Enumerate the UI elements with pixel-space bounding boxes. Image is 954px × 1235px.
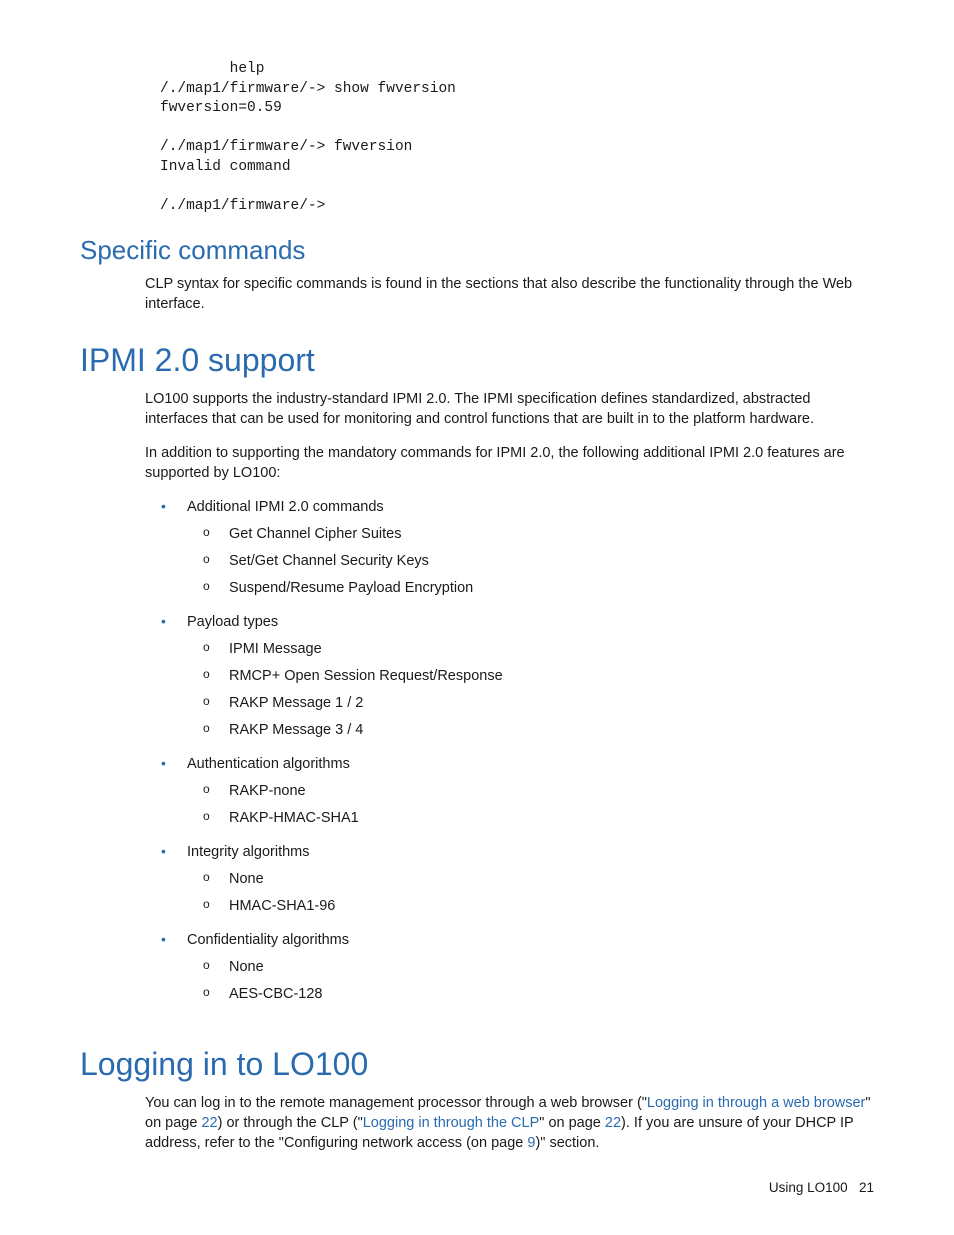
paragraph-ipmi-p2: In addition to supporting the mandatory … (145, 443, 874, 483)
page-footer: Using LO100 21 (769, 1180, 874, 1195)
sub-list: RAKP-noneRAKP-HMAC-SHA1 (187, 781, 874, 835)
footer-page-number: 21 (859, 1180, 874, 1195)
sub-list-item: RAKP Message 3 / 4 (187, 720, 874, 747)
link-page-22a[interactable]: 22 (201, 1115, 217, 1131)
text-run: You can log in to the remote management … (145, 1095, 647, 1111)
footer-section-name: Using LO100 (769, 1180, 848, 1195)
sub-list-item: Set/Get Channel Security Keys (187, 551, 874, 578)
sub-list-item: Get Channel Cipher Suites (187, 524, 874, 551)
link-login-clp[interactable]: Logging in through the CLP (363, 1115, 540, 1131)
sub-list-item: AES-CBC-128 (187, 984, 874, 1011)
paragraph-logging-in: You can log in to the remote management … (145, 1093, 874, 1153)
list-item-label: Confidentiality algorithms (187, 932, 349, 948)
sub-list-item: RAKP Message 1 / 2 (187, 693, 874, 720)
sub-list: NoneAES-CBC-128 (187, 957, 874, 1011)
heading-specific-commands: Specific commands (80, 235, 874, 266)
list-item-label: Integrity algorithms (187, 844, 310, 860)
sub-list-item: HMAC-SHA1-96 (187, 896, 874, 923)
heading-ipmi-support: IPMI 2.0 support (80, 342, 874, 379)
document-page: help /./map1/firmware/-> show fwversion … (0, 0, 954, 1235)
paragraph-ipmi-p1: LO100 supports the industry-standard IPM… (145, 389, 874, 429)
heading-logging-in: Logging in to LO100 (80, 1046, 874, 1083)
sub-list-item: RAKP-HMAC-SHA1 (187, 808, 874, 835)
sub-list-item: None (187, 869, 874, 896)
list-item: Payload types IPMI MessageRMCP+ Open Sess… (145, 612, 874, 754)
text-run: " on page (539, 1115, 605, 1131)
list-item: Integrity algorithms NoneHMAC-SHA1-96 (145, 842, 874, 930)
sub-list: NoneHMAC-SHA1-96 (187, 869, 874, 923)
list-item: Authentication algorithms RAKP-noneRAKP-H… (145, 754, 874, 842)
link-page-22b[interactable]: 22 (605, 1115, 621, 1131)
paragraph-specific-commands: CLP syntax for specific commands is foun… (145, 274, 874, 314)
list-item: Confidentiality algorithms NoneAES-CBC-12… (145, 930, 874, 1018)
sub-list-item: None (187, 957, 874, 984)
text-run: ) or through the CLP (" (218, 1115, 363, 1131)
text-run: )" section. (535, 1135, 599, 1151)
link-login-web-browser[interactable]: Logging in through a web browser (647, 1095, 865, 1111)
sub-list-item: RMCP+ Open Session Request/Response (187, 666, 874, 693)
list-item: Additional IPMI 2.0 commands Get Channel … (145, 497, 874, 612)
ipmi-feature-list: Additional IPMI 2.0 commands Get Channel … (145, 497, 874, 1018)
sub-list-item: IPMI Message (187, 639, 874, 666)
sub-list: Get Channel Cipher SuitesSet/Get Channel… (187, 524, 874, 605)
list-item-label: Authentication algorithms (187, 756, 350, 772)
sub-list-item: Suspend/Resume Payload Encryption (187, 578, 874, 605)
sub-list: IPMI MessageRMCP+ Open Session Request/R… (187, 639, 874, 747)
list-item-label: Additional IPMI 2.0 commands (187, 499, 384, 515)
sub-list-item: RAKP-none (187, 781, 874, 808)
terminal-output: help /./map1/firmware/-> show fwversion … (80, 60, 874, 217)
list-item-label: Payload types (187, 614, 278, 630)
